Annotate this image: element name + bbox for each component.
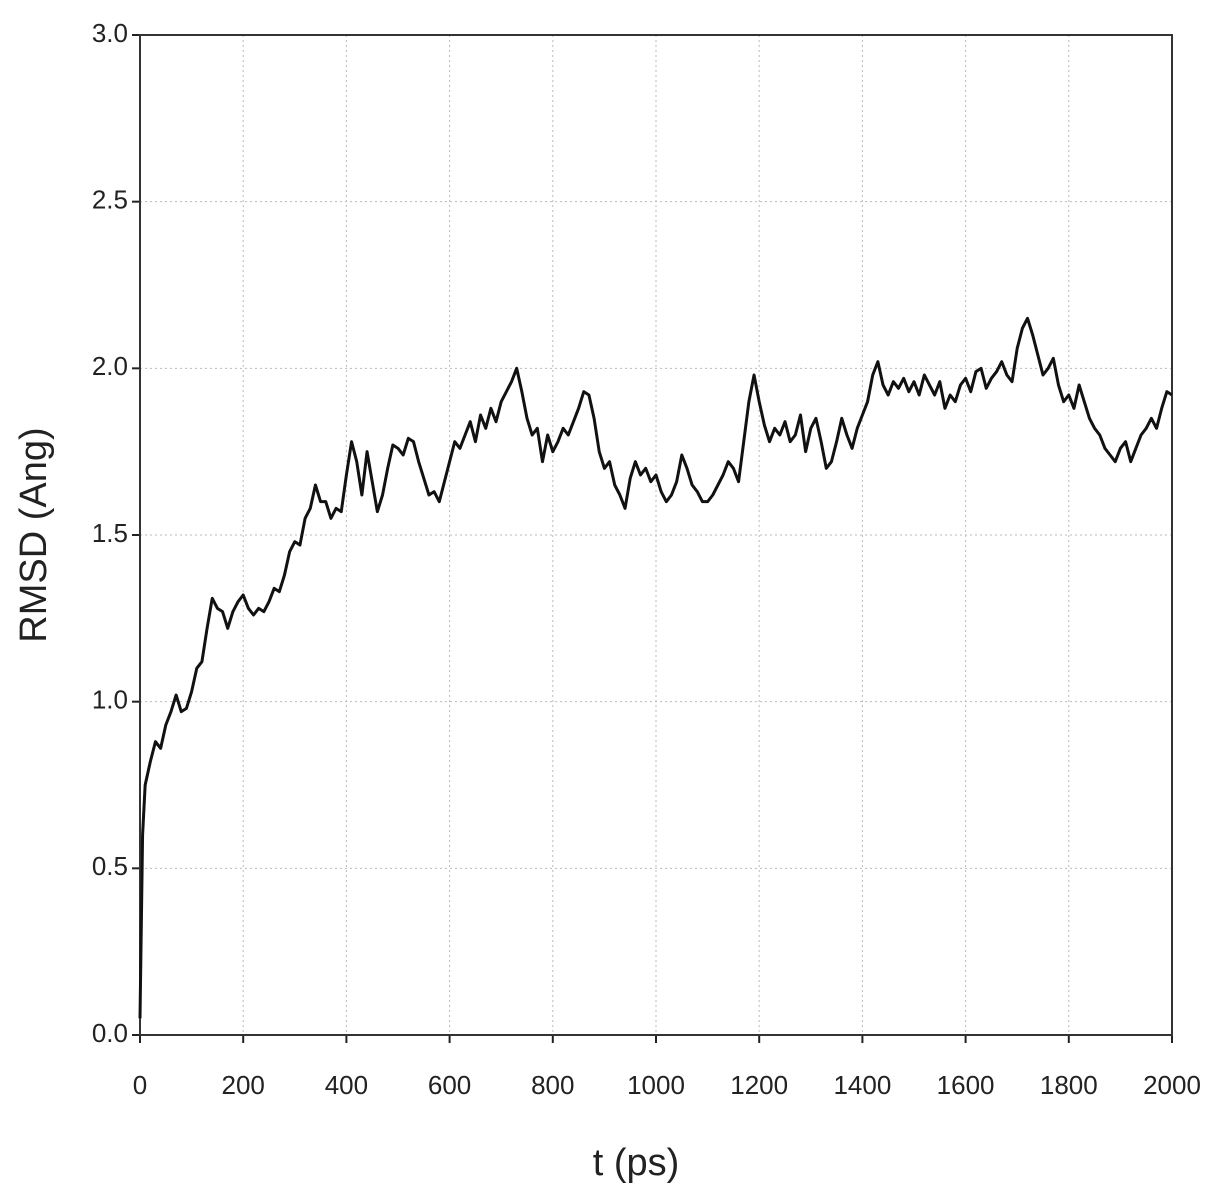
x-tick-label: 0 xyxy=(133,1070,147,1100)
x-tick-label: 1000 xyxy=(627,1070,685,1100)
y-tick-label: 1.5 xyxy=(92,518,128,548)
x-tick-label: 200 xyxy=(222,1070,265,1100)
data-line xyxy=(138,316,1173,1019)
y-tick-label: 1.0 xyxy=(92,685,128,715)
x-axis-label: t (ps) xyxy=(593,1142,680,1184)
x-tick-label: 400 xyxy=(325,1070,368,1100)
y-tick-label: 0.5 xyxy=(92,851,128,881)
x-tick-label: 1800 xyxy=(1040,1070,1098,1100)
y-tick-label: 3.0 xyxy=(92,18,128,48)
y-tick-label: 2.5 xyxy=(92,185,128,215)
x-tick-label: 1200 xyxy=(730,1070,788,1100)
plot-frame xyxy=(139,34,1173,1036)
x-tick-label: 600 xyxy=(428,1070,471,1100)
x-tick-label: 1600 xyxy=(937,1070,995,1100)
x-tick-label: 800 xyxy=(531,1070,574,1100)
y-tick-label: 0.0 xyxy=(92,1018,128,1048)
x-tick-label: 1400 xyxy=(833,1070,891,1100)
y-tick-label: 2.0 xyxy=(92,351,128,381)
y-axis-label: RMSD (Ang) xyxy=(13,427,55,642)
x-tick-label: 2000 xyxy=(1143,1070,1201,1100)
